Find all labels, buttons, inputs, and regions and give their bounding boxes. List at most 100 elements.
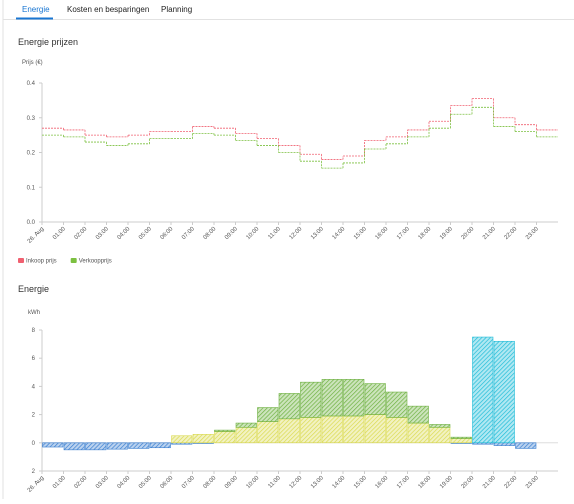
x-tick-label: 08:00 <box>203 226 218 241</box>
y-axis-label: Prijs (€) <box>22 60 43 66</box>
y-tick-label: 0.3 <box>27 116 36 122</box>
x-tick-label: 16:00 <box>375 475 390 490</box>
energy-bar <box>321 379 343 417</box>
energy-bar <box>171 435 193 444</box>
energy-bar <box>42 442 64 448</box>
x-tick-label: 05:00 <box>138 226 153 241</box>
energy-bar <box>192 434 214 444</box>
x-tick-label: 02:00 <box>74 475 89 490</box>
energy-bar <box>472 336 494 444</box>
energy-bar <box>321 415 343 444</box>
energy-bar <box>429 424 451 428</box>
x-tick-label: 09:00 <box>224 475 239 490</box>
x-tick-label: 17:00 <box>396 226 411 241</box>
energy-bar <box>278 393 300 420</box>
x-tick-label: 10:00 <box>246 475 261 490</box>
energy-bar <box>450 438 472 444</box>
x-tick-label: 23:00 <box>525 226 540 241</box>
x-tick-label: 23:00 <box>525 475 540 490</box>
x-tick-label: 14:00 <box>332 475 347 490</box>
tab[interactable]: Energie <box>22 5 50 14</box>
x-tick-label: 05:00 <box>138 475 153 490</box>
energy-bar <box>407 405 429 424</box>
y-tick-label: 2 <box>32 413 36 419</box>
x-tick-label: 09:00 <box>224 226 239 241</box>
x-tick-label: 26. Aug <box>27 475 46 494</box>
x-tick-label: 03:00 <box>95 226 110 241</box>
x-tick-label: 03:00 <box>95 475 110 490</box>
legend-label: Verkoopprijs <box>79 259 112 265</box>
x-tick-label: 19:00 <box>439 226 454 241</box>
energy-bar <box>364 414 386 444</box>
x-tick-label: 11:00 <box>267 226 282 241</box>
tab[interactable]: Planning <box>161 5 192 14</box>
energy-bar <box>493 442 515 446</box>
legend-label: Inkoop prijs <box>26 259 57 265</box>
x-tick-label: 26. Aug <box>27 226 46 245</box>
y-tick-label: 0.2 <box>27 151 36 157</box>
x-tick-label: 12:00 <box>289 475 304 490</box>
y-tick-label: 0.4 <box>27 81 36 87</box>
energy-bar <box>128 442 150 449</box>
tab-underline <box>16 17 53 20</box>
x-tick-label: 10:00 <box>246 226 261 241</box>
x-tick-label: 02:00 <box>74 226 89 241</box>
energy-bar <box>278 418 300 444</box>
x-tick-label: 14:00 <box>332 226 347 241</box>
energy-bar <box>515 442 537 449</box>
x-tick-label: 04:00 <box>117 475 132 490</box>
x-tick-label: 13:00 <box>310 226 325 241</box>
energy-bar <box>343 415 365 444</box>
x-tick-label: 16:00 <box>375 226 390 241</box>
y-tick-label: 6 <box>32 356 36 362</box>
x-tick-label: 21:00 <box>482 226 497 241</box>
x-tick-label: 15:00 <box>353 226 368 241</box>
x-tick-label: 07:00 <box>181 475 196 490</box>
x-tick-label: 18:00 <box>418 226 433 241</box>
energy-bar <box>257 421 279 444</box>
y-tick-label: 2 <box>32 469 36 475</box>
x-tick-label: 07:00 <box>181 226 196 241</box>
y-tick-label: 0.1 <box>27 185 36 191</box>
legend-swatch <box>18 258 24 263</box>
x-tick-label: 12:00 <box>289 226 304 241</box>
energy-bar <box>493 340 515 444</box>
x-tick-label: 22:00 <box>504 475 519 490</box>
x-tick-label: 15:00 <box>353 475 368 490</box>
x-tick-label: 06:00 <box>160 226 175 241</box>
energy-bar <box>343 379 365 417</box>
x-tick-label: 06:00 <box>160 475 175 490</box>
energy-bar <box>235 422 257 428</box>
y-tick-label: 0 <box>32 441 36 447</box>
energy-bar <box>407 422 429 444</box>
y-axis-label: kWh <box>28 310 40 316</box>
energy-bar <box>386 391 408 418</box>
x-tick-label: 22:00 <box>504 226 519 241</box>
legend-swatch <box>70 258 77 263</box>
x-tick-label: 19:00 <box>439 475 454 490</box>
energy-bar <box>63 442 85 451</box>
x-tick-label: 01:00 <box>52 475 67 490</box>
x-tick-label: 21:00 <box>482 475 497 490</box>
x-tick-label: 08:00 <box>203 475 218 490</box>
energy-bar <box>85 442 107 451</box>
tab[interactable]: Kosten en besparingen <box>67 5 149 14</box>
energy-bar <box>106 442 128 450</box>
x-tick-label: 20:00 <box>461 226 476 241</box>
energy-bar <box>300 381 322 418</box>
y-tick-label: 0.0 <box>27 220 36 226</box>
energy-bar <box>386 417 408 444</box>
y-tick-label: 8 <box>32 328 36 334</box>
x-tick-label: 04:00 <box>117 226 132 241</box>
energy-bar <box>364 383 386 415</box>
energy-bar <box>235 426 257 444</box>
x-tick-label: 11:00 <box>267 475 282 490</box>
chart-title: Energie <box>18 284 49 294</box>
y-tick-label: 4 <box>32 384 36 390</box>
energy-bar <box>450 436 472 439</box>
x-tick-label: 13:00 <box>310 475 325 490</box>
energy-bar <box>300 417 322 444</box>
energy-bar <box>149 442 171 449</box>
chart-title: Energie prijzen <box>18 37 78 47</box>
